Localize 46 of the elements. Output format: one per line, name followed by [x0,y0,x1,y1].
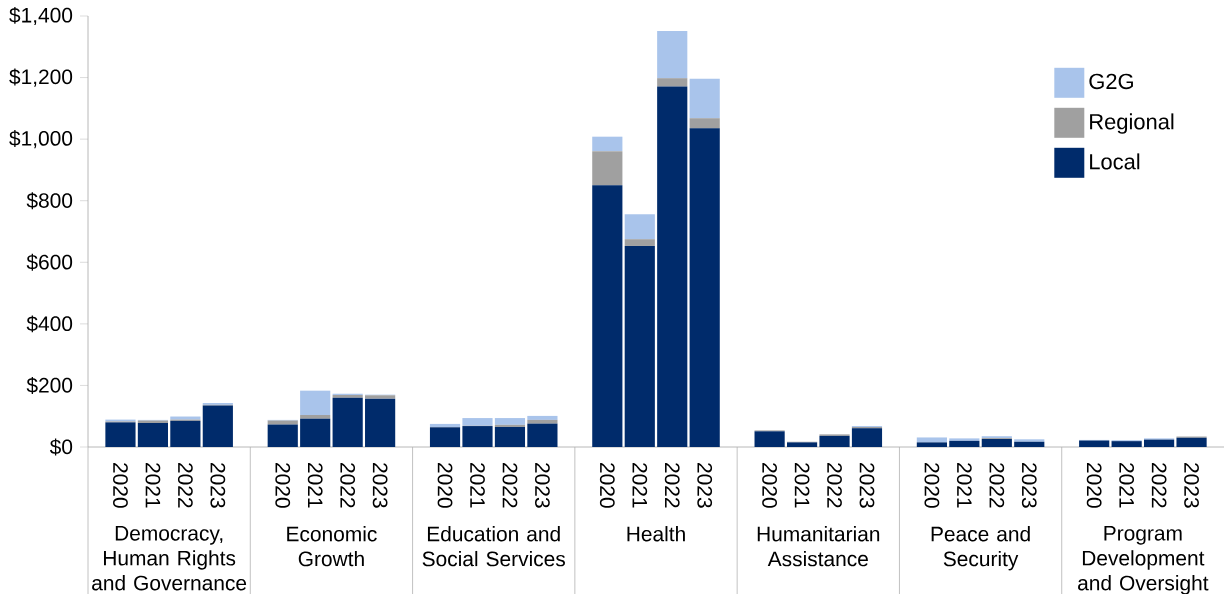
x-tick-label: 2023 [210,463,226,508]
x-tick-label: 2020 [924,463,940,508]
x-tick-label: 2022 [502,463,518,508]
x-tick-label: 2021 [145,463,161,508]
text: Humanitarian Assistance [757,526,880,567]
x-tick-label: 2022 [177,463,193,508]
x-tick-label: 2023 [859,463,875,508]
y-tick-label: $600 [26,253,73,271]
y-tick-label: $1,200 [9,68,73,87]
x-tick-label: 2023 [1184,463,1199,508]
x-tick-label: 2020 [599,463,615,508]
x-tick-label: 2021 [794,463,810,508]
x-tick-label: 2022 [1151,463,1167,508]
y-tick-label: $1,400 [9,6,73,26]
x-tick-label: 2021 [632,463,648,508]
legend-label: Local [1090,153,1140,170]
x-tick-label: 2023 [534,463,550,508]
x-tick-label: 2021 [1119,463,1135,508]
x-tick-label: 2021 [307,463,323,508]
x-tick-label: 2022 [664,463,680,508]
x-tick-label: 2020 [275,463,291,508]
text: Education and Social Services [422,526,565,567]
x-tick-label: 2023 [1021,463,1037,508]
text: Health [627,526,685,542]
x-tick-label: 2021 [470,463,485,508]
y-tick-label: $800 [26,192,73,210]
legend-label: G2G [1089,73,1133,90]
x-tick-label: 2020 [437,463,453,508]
y-tick-label: $0 [49,438,73,456]
y-tick-label: $200 [26,376,73,394]
x-tick-label: 2022 [340,463,356,508]
y-tick-label: $400 [26,315,73,333]
x-tick-label: 2020 [1086,463,1102,508]
x-tick-label: 2021 [956,463,972,508]
text: Economic Growth [287,526,377,567]
x-tick-label: 2020 [113,463,128,508]
x-tick-label: 2023 [697,463,713,508]
text: Democracy, Human Rights and Governance [92,526,247,591]
y-tick-label: $1,000 [9,130,73,149]
x-tick-label: 2022 [827,463,842,508]
x-tick-label: 2023 [372,463,388,508]
text: Peace and Security [931,526,1030,571]
legend-label: Regional [1090,113,1174,134]
text: Program Development and Oversight [1078,526,1209,594]
x-tick-label: 2022 [989,463,1005,508]
x-tick-label: 2020 [762,463,777,508]
